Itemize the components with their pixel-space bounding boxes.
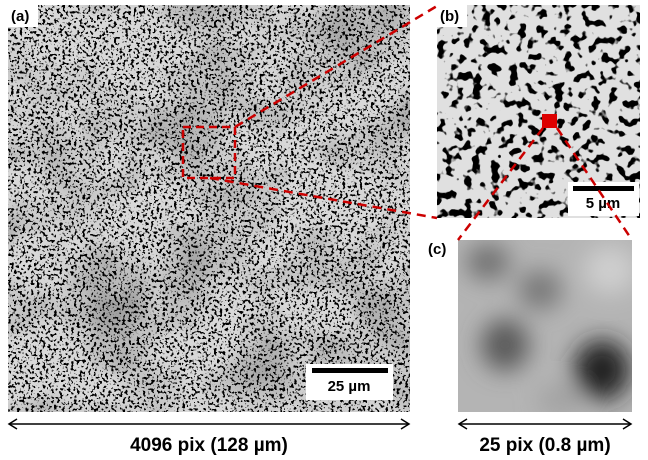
scale-bar [312,368,388,373]
panel-label: (c) [428,241,446,258]
label-box [437,5,467,27]
zoom-box [181,125,237,180]
panel-c: (c) [428,240,632,412]
panel-label: (a) [11,8,29,25]
label-box [8,5,38,27]
width-label: 25 pix (0.8 µm) [479,435,610,456]
scale-label: 25 µm [328,378,371,395]
width-label: 4096 pix (128 µm) [130,435,288,456]
width-arrows [7,418,633,430]
texture [8,5,410,412]
panel-label: (b) [440,8,459,25]
connectors [209,4,634,241]
panel-a: (a) 25 µm [8,5,410,412]
scale-bar [573,186,634,191]
zoom-box [542,114,557,128]
panel-b: (b) 5 µm [437,5,640,218]
